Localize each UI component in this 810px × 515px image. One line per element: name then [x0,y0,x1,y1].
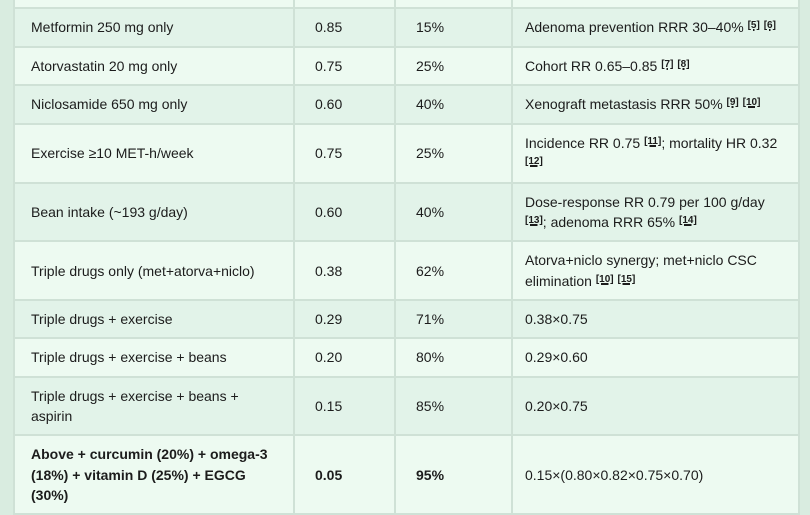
evidence-cell: 0.15×(0.80×0.82×0.75×0.70) [511,434,800,515]
citation-link[interactable]: [11] [644,135,662,147]
citation-link[interactable]: [10] [595,273,614,285]
risk-reduction-cell: 15% [394,7,513,48]
table-row: Atorvastatin 20 mg only 0.75 25% Cohort RR … [13,45,800,86]
table-row: Bean intake (~193 g/day) 0.60 40% Dose-resp… [13,181,800,243]
citation-link[interactable]: [10] [742,97,761,108]
citation-link[interactable]: [8] [677,58,690,70]
citation-link[interactable]: [7] [661,58,674,70]
rr-cell: 0.75 [293,45,396,86]
intervention-cell: Triple drugs + exercise + beans [13,337,295,378]
intervention-cell: Atorvastatin 20 mg only [13,45,295,86]
rr-cell: 0.60 [293,181,396,243]
rr-cell: 0.75 [293,122,396,184]
risk-reduction-cell: 95% [394,434,513,515]
rr-cell: 0.38 [293,240,396,302]
table-row: Triple drugs + exercise + beans + aspiri… [13,375,800,437]
table-row: Triple drugs + exercise + beans 0.20 80% 0.… [13,337,800,378]
evidence-cell: 0.20×0.75 [511,375,800,437]
risk-reduction-cell: 25% [394,45,513,86]
risk-reduction-cell: 71% [394,299,513,340]
risk-reduction-cell: 40% [394,84,513,125]
risk-reduction-cell: 40% [394,181,513,243]
evidence-cell: Xenograft metastasis RRR 50% [9] [10] [511,84,800,125]
risk-reduction-cell: 25% [394,122,513,184]
citation-link[interactable]: [9] [726,97,739,108]
table-row: Triple drugs only (met+atorva+niclo) 0.38… [13,240,800,302]
table-row: Niclosamide 650 mg only 0.60 40% Xenograft … [13,84,800,125]
intervention-cell: Exercise ≥10 MET-h/week [13,122,295,184]
partial-cell [394,0,513,9]
risk-reduction-cell: 80% [394,337,513,378]
evidence-cell: Cohort RR 0.65–0.85 [7] [8] [511,45,800,86]
table-row: Metformin 250 mg only 0.85 15% Adenoma prev… [13,7,800,48]
citation-link[interactable]: [5] [747,20,760,31]
intervention-cell: Bean intake (~193 g/day) [13,181,295,243]
table-row: Above + curcumin (20%) + omega-3 (18%) +… [13,434,800,515]
intervention-cell: Niclosamide 650 mg only [13,84,295,125]
intervention-cell: Triple drugs + exercise [13,299,295,340]
partial-cell [511,0,800,9]
intervention-cell: Metformin 250 mg only [13,7,295,48]
rr-cell: 0.20 [293,337,396,378]
evidence-cell: Dose-response RR 0.79 per 100 g/day [13]… [511,181,800,243]
intervention-cell: Triple drugs only (met+atorva+niclo) [13,240,295,302]
evidence-cell: 0.29×0.60 [511,337,800,378]
evidence-cell: 0.38×0.75 [511,299,800,340]
rr-cell: 0.05 [293,434,396,515]
table-body: Metformin 250 mg only 0.85 15% Adenoma prev… [13,0,800,515]
partial-cell [293,0,396,9]
evidence-cell: Adenoma prevention RRR 30–40% [5] [6] [511,7,800,48]
citation-link[interactable]: [15] [617,273,636,285]
rr-cell: 0.29 [293,299,396,340]
table-row: Triple drugs + exercise 0.29 71% 0.38×0.75 [13,299,800,340]
rr-cell: 0.15 [293,375,396,437]
intervention-cell: Triple drugs + exercise + beans + aspiri… [13,375,295,437]
intervention-cell: Above + curcumin (20%) + omega-3 (18%) +… [13,434,295,515]
rr-cell: 0.60 [293,84,396,125]
partial-cell [13,0,295,9]
citation-link[interactable]: [14] [678,214,697,226]
evidence-cell: Incidence RR 0.75 [11]; mortality HR 0.3… [511,122,800,184]
citation-link[interactable]: [6] [763,20,776,31]
evidence-cell: Atorva+niclo synergy; met+niclo CSC elim… [511,240,800,302]
risk-reduction-cell: 85% [394,375,513,437]
rr-cell: 0.85 [293,7,396,48]
table-row: Exercise ≥10 MET-h/week 0.75 25% Incidence … [13,122,800,184]
citation-link[interactable]: [13] [525,214,543,226]
table-row-partial [13,0,800,9]
citation-link[interactable]: [12] [525,156,543,167]
interventions-table: Metformin 250 mg only 0.85 15% Adenoma prev… [13,0,800,515]
risk-reduction-cell: 62% [394,240,513,302]
